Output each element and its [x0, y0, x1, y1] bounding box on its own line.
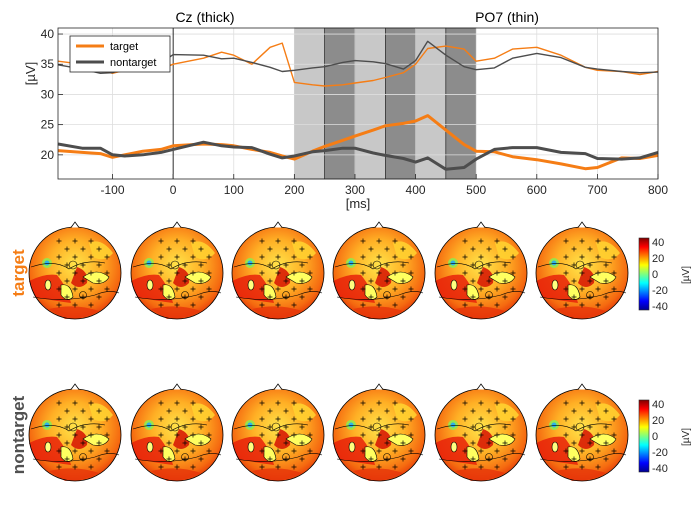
topo-map-target-3 [231, 221, 325, 320]
electrode-markers [158, 238, 212, 308]
electrode-markers [462, 238, 516, 308]
topo-map-nontarget-2 [130, 383, 224, 482]
chart-title-right: PO7 (thin) [475, 9, 539, 25]
y-tick-label: 20 [41, 148, 55, 162]
x-tick-label: 0 [170, 183, 177, 197]
colorbar-tick-label: -40 [652, 301, 668, 313]
chart-title-left: Cz (thick) [175, 9, 234, 25]
topo-map-target-5 [434, 221, 528, 320]
row-label-nontarget: nontarget [9, 395, 28, 474]
colorbar-tick-label: 40 [652, 237, 664, 249]
topo-map-nontarget-6 [535, 383, 629, 482]
colorbar-unit-label: [µV] [681, 266, 692, 284]
topo-map-target-6 [535, 221, 629, 320]
legend-box [69, 35, 171, 73]
colorbar-tick-label: 20 [652, 253, 664, 265]
topo-map-target-2 [130, 221, 224, 320]
electrode-markers [259, 400, 313, 470]
electrode-plus-markers [462, 400, 516, 470]
colorbar-unit-label: [µV] [681, 428, 692, 446]
x-tick-label: 400 [406, 183, 426, 197]
erp-time-series-axes: -100 0 100 200 300 400 500 600 700 800 20 25 30 35 40 C… [23, 9, 668, 211]
x-tick-label: 500 [466, 183, 486, 197]
electrode-plus-markers [360, 238, 414, 308]
topo-map-nontarget-4 [332, 383, 426, 482]
shaded-interval-2 [354, 27, 386, 180]
x-tick-label: 200 [284, 183, 304, 197]
electrode-plus-markers [259, 238, 313, 308]
series-line-target-cz [57, 114, 659, 171]
topographic-maps: target 40 20 0 -20 -40 [µV] nontarget 40 20 0 -20 -4… [9, 221, 692, 482]
series-line-nontarget-cz [57, 140, 659, 171]
topo-map-nontarget-3 [231, 383, 325, 482]
legend-label-nontarget: nontarget [110, 57, 156, 69]
x-tick-label: 700 [587, 183, 607, 197]
electrode-plus-markers [360, 400, 414, 470]
electrode-markers [360, 238, 414, 308]
y-tick-label: 35 [41, 57, 55, 71]
x-tick-label: 600 [527, 183, 547, 197]
electrode-plus-markers [563, 400, 617, 470]
x-tick-label: -100 [101, 183, 125, 197]
x-axis-label: [ms] [346, 196, 371, 211]
shaded-interval-5 [445, 27, 477, 180]
electrode-markers [56, 400, 110, 470]
electrode-markers [563, 400, 617, 470]
topo-map-nontarget-1 [28, 383, 122, 482]
colorbar-tick-label: -40 [652, 463, 668, 475]
electrode-markers [56, 238, 110, 308]
colorbar-tick-label: -20 [652, 285, 668, 297]
y-axis-label: [µV] [23, 62, 38, 85]
x-tick-label: 800 [648, 183, 668, 197]
x-tick-label: 100 [224, 183, 244, 197]
legend: target nontarget [69, 35, 171, 73]
colorbar-tick-label: 40 [652, 399, 664, 411]
colorbar-nontarget [638, 399, 650, 473]
colorbar-tick-label: -20 [652, 447, 668, 459]
colorbar-tick-label: 0 [652, 431, 658, 443]
x-tick-label: 300 [345, 183, 365, 197]
colorbar-tick-label: 0 [652, 269, 658, 281]
y-tick-label: 40 [41, 27, 55, 41]
electrode-plus-markers [462, 238, 516, 308]
legend-label-target: target [110, 41, 138, 53]
axes-box [57, 27, 659, 180]
shaded-interval-4 [415, 27, 447, 180]
colorbar-tick-label: 20 [652, 415, 664, 427]
electrode-markers [462, 400, 516, 470]
electrode-markers [563, 238, 617, 308]
electrode-plus-markers [56, 238, 110, 308]
electrode-plus-markers [158, 238, 212, 308]
electrode-plus-markers [158, 400, 212, 470]
topo-map-target-1 [28, 221, 122, 320]
topo-map-nontarget-5 [434, 383, 528, 482]
electrode-markers [360, 400, 414, 470]
y-tick-label: 25 [41, 118, 55, 132]
electrode-plus-markers [56, 400, 110, 470]
topo-map-target-4 [332, 221, 426, 320]
colorbar-target [638, 237, 650, 311]
electrode-plus-markers [259, 400, 313, 470]
row-label-target: target [9, 249, 28, 297]
shaded-interval-1 [324, 27, 356, 180]
electrode-markers [259, 238, 313, 308]
electrode-plus-markers [563, 238, 617, 308]
electrode-markers [158, 400, 212, 470]
y-tick-label: 30 [41, 87, 55, 101]
